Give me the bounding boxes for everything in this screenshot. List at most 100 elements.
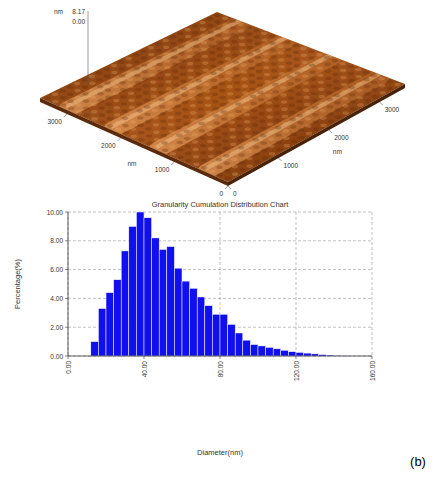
afm-grain: [268, 137, 274, 141]
afm-grain: [261, 141, 267, 145]
afm-grain: [196, 93, 202, 97]
afm-grain: [182, 101, 188, 105]
afm-grain: [193, 44, 199, 48]
afm-grain: [197, 107, 203, 111]
afm-grain: [231, 150, 237, 154]
afm-grain: [223, 30, 229, 34]
afm-grain: [225, 57, 231, 61]
afm-grain: [355, 68, 361, 72]
afm-grain: [111, 71, 117, 75]
afm-grain: [281, 107, 287, 111]
bar: [121, 251, 129, 356]
afm-grain: [270, 55, 276, 59]
grid-line: [68, 212, 69, 356]
grid-line: [68, 240, 372, 241]
afm-grain: [151, 102, 157, 106]
afm-grain: [254, 153, 260, 157]
afm-grain: [189, 90, 195, 94]
afm-grain: [177, 31, 183, 35]
afm-grain: [81, 78, 87, 82]
afm-grain: [160, 112, 166, 116]
afm-grain: [167, 101, 173, 105]
histogram: Granularity Cumulation Distribution Char…: [13, 200, 376, 457]
afm-grain: [231, 165, 237, 169]
afm-grain: [310, 77, 316, 81]
afm-grain: [164, 59, 170, 63]
afm-grain: [363, 71, 369, 75]
afm-grain: [214, 13, 220, 17]
afm-grain: [229, 121, 235, 125]
tick: [65, 356, 68, 357]
afm-grain: [246, 157, 252, 161]
afm-grain: [277, 38, 283, 42]
afm-grain: [201, 166, 207, 170]
bar: [243, 340, 251, 356]
afm-grain: [289, 111, 295, 115]
afm-grain: [241, 77, 247, 81]
afm-grain: [231, 33, 237, 37]
afm-grain: [325, 77, 331, 81]
afm-grain: [363, 78, 369, 82]
afm-grain: [145, 120, 151, 124]
afm-grain: [269, 41, 275, 45]
afm-grain: [191, 126, 197, 130]
afm-ridge: [111, 39, 288, 130]
afm-grain: [235, 95, 241, 99]
afm-grain: [60, 103, 66, 107]
afm-grain: [183, 122, 189, 126]
afm-grain: [178, 155, 184, 159]
afm-grain: [296, 99, 302, 103]
afm-grain: [252, 123, 258, 127]
afm-grain: [119, 74, 125, 78]
afm-grain: [199, 129, 205, 133]
afm-grain: [99, 113, 105, 117]
afm-grain: [296, 107, 302, 111]
afm-tick-label: 3000: [385, 106, 400, 113]
afm-grain: [213, 114, 219, 118]
afm-grain: [169, 145, 175, 149]
afm-grain: [141, 56, 147, 60]
afm-grain: [228, 113, 234, 117]
afm-image: nm8.170.000100020003000nm0100020003000nm: [40, 8, 405, 197]
afm-grain: [302, 74, 308, 78]
afm-grain: [159, 98, 165, 102]
afm-grain: [82, 85, 88, 89]
afm-grain: [302, 81, 308, 85]
afm-grain: [185, 41, 191, 45]
afm-grain: [292, 44, 298, 48]
afm-grain: [237, 131, 243, 135]
afm-grain: [349, 93, 355, 97]
afm-grain: [248, 59, 254, 63]
afm-grain: [332, 66, 338, 70]
afm-grain: [181, 94, 187, 98]
afm-grain: [276, 148, 282, 152]
afm-grain: [252, 131, 258, 135]
afm-grain: [320, 116, 326, 120]
afm-grain: [238, 153, 244, 157]
bar: [167, 247, 175, 356]
afm-grain: [230, 26, 236, 30]
afm-tick: [279, 158, 282, 161]
bar: [205, 306, 213, 356]
afm-grain: [296, 92, 302, 96]
afm-grain: [232, 172, 238, 176]
afm-grain: [231, 40, 237, 44]
afm-grain: [324, 56, 330, 60]
afm-grain: [226, 85, 232, 89]
afm-grain: [161, 141, 167, 145]
afm-grain: [240, 56, 246, 60]
afm-grain: [107, 117, 113, 121]
afm-grain: [270, 48, 276, 52]
afm-grain: [306, 132, 312, 136]
afm-tick: [64, 114, 67, 117]
afm-grain: [279, 72, 285, 76]
afm-grain: [286, 61, 292, 65]
afm-grain: [210, 64, 216, 68]
afm-grain: [192, 31, 198, 35]
afm-grain: [290, 118, 296, 122]
afm-grain: [200, 34, 206, 38]
afm-grain: [208, 44, 214, 48]
afm-grain: [126, 70, 132, 74]
afm-tick-label: 1000: [155, 166, 170, 173]
bar: [98, 308, 106, 356]
